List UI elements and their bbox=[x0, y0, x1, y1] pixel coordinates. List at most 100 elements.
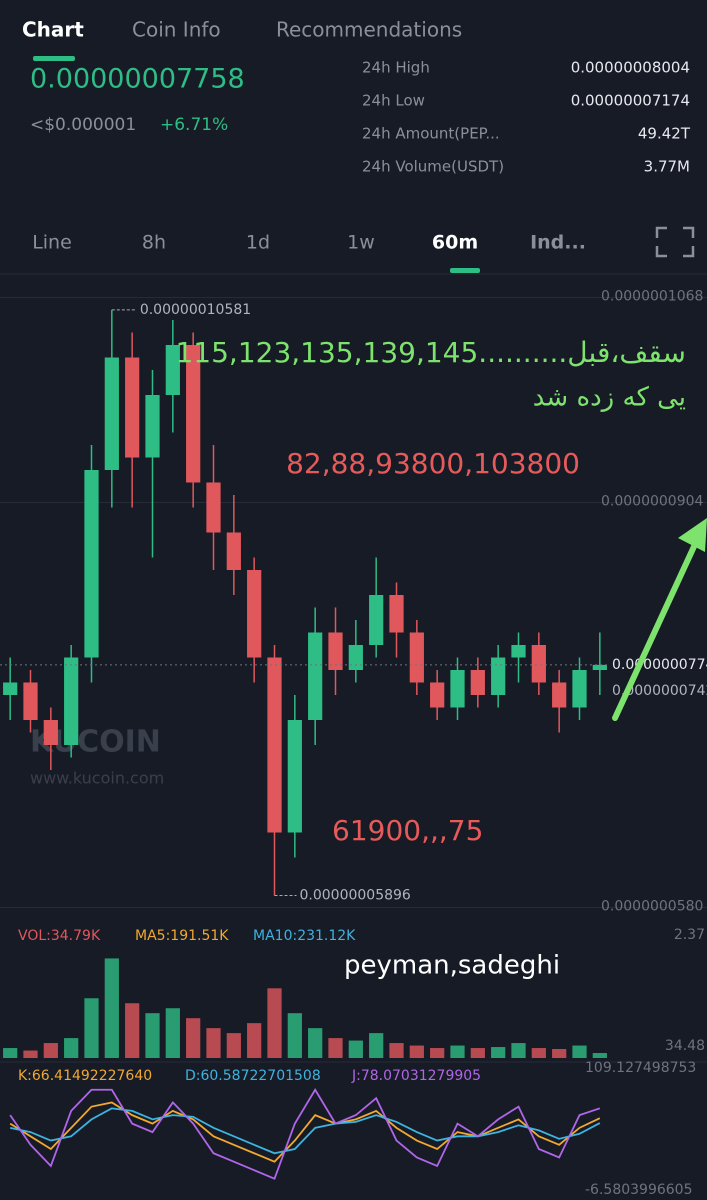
legend-entry: K:66.41492227640 bbox=[18, 1068, 152, 1084]
y-tick-label: 0.0000001068 bbox=[601, 289, 703, 305]
annotation: 82,88,93800,103800 bbox=[286, 447, 580, 480]
interval[interactable]: 1w bbox=[347, 232, 375, 254]
candle-body bbox=[104, 357, 119, 470]
volume-bar bbox=[186, 1018, 201, 1058]
candle-body bbox=[409, 632, 424, 683]
volume-bar bbox=[64, 1038, 79, 1058]
candle-body bbox=[186, 345, 201, 483]
kdj-line bbox=[9, 1107, 601, 1155]
volume-legend: VOL:34.79K bbox=[18, 928, 101, 944]
candle-body bbox=[84, 470, 99, 658]
volume-bar bbox=[226, 1033, 241, 1058]
stat-value: 3.77M bbox=[644, 158, 690, 176]
annotation: peyman,sadeghi bbox=[344, 951, 560, 981]
arrow bbox=[612, 518, 707, 721]
candle-body bbox=[592, 664, 607, 670]
candle-body bbox=[531, 645, 546, 683]
volume-bar bbox=[287, 1013, 302, 1058]
candle-body bbox=[450, 670, 465, 708]
last-price-label: 0.00000007741 bbox=[612, 657, 707, 673]
kdj-line bbox=[9, 1101, 601, 1163]
y-tick-label: 0.0000000904 bbox=[601, 494, 704, 510]
volume-bar bbox=[165, 1008, 180, 1058]
volume-bar bbox=[450, 1045, 465, 1058]
interval[interactable]: Line bbox=[32, 232, 72, 254]
stat-label: 24h Volume(USDT) bbox=[362, 158, 504, 176]
interval[interactable]: 60m bbox=[432, 232, 478, 254]
watermark-url: www.kucoin.com bbox=[30, 769, 164, 788]
high-label: 0.00000010581 bbox=[140, 302, 251, 318]
low-label: 0.00000005896 bbox=[300, 888, 411, 904]
volume-bar bbox=[23, 1050, 38, 1058]
volume-bar bbox=[511, 1043, 526, 1058]
volume-bar bbox=[308, 1028, 323, 1058]
candle-body bbox=[369, 595, 384, 645]
candle-body bbox=[348, 645, 363, 670]
volume-bar bbox=[389, 1043, 404, 1058]
candle-body bbox=[206, 482, 221, 533]
volume-bar bbox=[104, 958, 119, 1058]
tab[interactable]: Recommendations bbox=[276, 18, 462, 42]
candle-body bbox=[430, 682, 445, 708]
tab[interactable]: Chart bbox=[22, 18, 84, 42]
y-tick-label: 0.0000000580 bbox=[601, 899, 703, 915]
volume-bar bbox=[470, 1048, 485, 1058]
candle-body bbox=[165, 345, 180, 395]
tab[interactable]: Coin Info bbox=[132, 18, 221, 42]
legend-entry: D:60.58722701508 bbox=[185, 1068, 321, 1084]
y-tick-label: -6.5803996605 bbox=[585, 1182, 692, 1198]
candle-body bbox=[328, 632, 343, 670]
volume-bar bbox=[206, 1028, 221, 1058]
candle-body bbox=[389, 595, 404, 633]
y-tick-label: 109.127498753 bbox=[585, 1060, 696, 1076]
candle-body bbox=[43, 720, 58, 745]
fullscreen-icon[interactable] bbox=[655, 226, 695, 258]
stat-label: 24h Low bbox=[362, 92, 425, 110]
annotation: سقف،قبل..........115,123,135,139,145 bbox=[175, 336, 686, 369]
candle-body bbox=[64, 657, 79, 745]
volume-legend: MA10:231.12K bbox=[253, 928, 356, 944]
volume-bar bbox=[267, 988, 282, 1058]
candle-body bbox=[287, 720, 302, 833]
volume-bar bbox=[247, 1023, 262, 1058]
usd-price: <$0.000001 bbox=[30, 115, 136, 135]
volume-bar bbox=[43, 1043, 58, 1058]
volume-bar bbox=[3, 1048, 18, 1058]
annotation: یی که زده شد bbox=[533, 383, 686, 413]
candle-body bbox=[125, 357, 140, 458]
interval[interactable]: 1d bbox=[246, 232, 270, 254]
interval[interactable]: Ind... bbox=[530, 232, 586, 254]
candle-body bbox=[145, 395, 160, 458]
price-change: +6.71% bbox=[160, 115, 228, 135]
volume-bar bbox=[369, 1033, 384, 1058]
volume-bar bbox=[409, 1045, 424, 1058]
legend-entry: J:78.07031279905 bbox=[351, 1068, 481, 1084]
stat-value: 49.42T bbox=[638, 125, 691, 143]
candle-body bbox=[572, 670, 587, 708]
volume-bar bbox=[328, 1038, 343, 1058]
volume-bar bbox=[491, 1047, 506, 1058]
candle-body bbox=[247, 570, 262, 658]
kdj-line bbox=[9, 1087, 601, 1180]
volume-bar bbox=[125, 1003, 140, 1058]
candle-body bbox=[470, 670, 485, 695]
last-price: 0.00000007758 bbox=[30, 64, 245, 95]
interval[interactable]: 8h bbox=[142, 232, 166, 254]
candle-body bbox=[267, 657, 282, 833]
candle-body bbox=[552, 682, 567, 708]
candle-body bbox=[226, 532, 241, 570]
candle-body bbox=[308, 632, 323, 720]
stat-value: 0.00000007174 bbox=[571, 92, 690, 110]
candle-body bbox=[511, 645, 526, 658]
stat-label: 24h Amount(PEP... bbox=[362, 125, 500, 143]
volume-bar bbox=[531, 1048, 546, 1058]
volume-bar bbox=[348, 1040, 363, 1058]
volume-bar bbox=[552, 1049, 567, 1058]
volume-bar bbox=[145, 1013, 160, 1058]
annotation: 61900,,,75 bbox=[332, 814, 483, 847]
candle-body bbox=[491, 657, 506, 695]
volume-bar bbox=[592, 1053, 607, 1058]
volume-bar bbox=[430, 1048, 445, 1058]
volume-bar bbox=[84, 998, 99, 1058]
